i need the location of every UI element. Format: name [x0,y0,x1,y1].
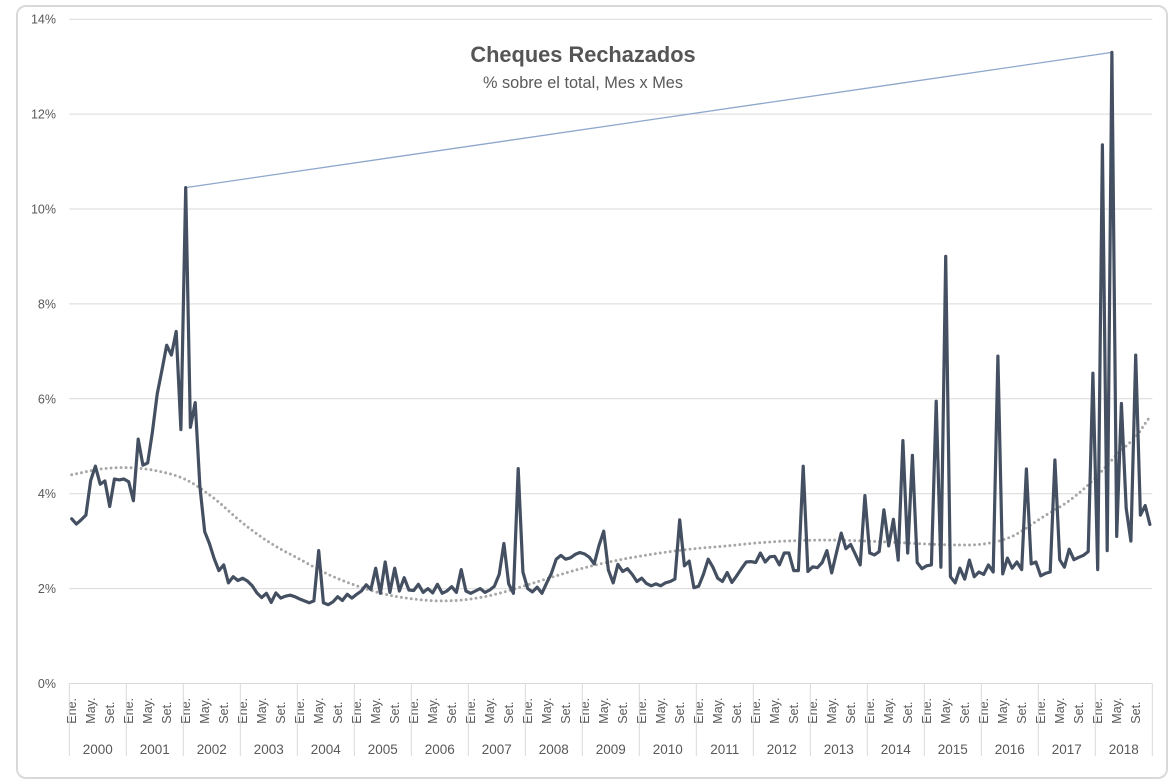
svg-text:2009: 2009 [596,742,626,757]
svg-text:Ene.: Ene. [407,698,421,724]
svg-text:May.: May. [426,698,440,724]
svg-text:May.: May. [369,698,383,724]
svg-text:Ene.: Ene. [350,698,364,724]
svg-text:Cheques Rechazados: Cheques Rechazados [470,42,695,67]
svg-text:2014: 2014 [881,742,912,757]
svg-text:2006: 2006 [425,742,455,757]
svg-text:Ene.: Ene. [122,698,136,724]
svg-text:% sobre el total, Mes x Mes: % sobre el total, Mes x Mes [483,74,683,92]
svg-text:Ene.: Ene. [863,698,877,724]
svg-text:Ene.: Ene. [293,698,307,724]
svg-text:Set.: Set. [1015,701,1029,723]
svg-text:2005: 2005 [368,742,398,757]
svg-text:May.: May. [1110,698,1124,724]
svg-text:Set.: Set. [787,701,801,723]
svg-text:May.: May. [654,698,668,724]
svg-text:May.: May. [996,698,1010,724]
svg-text:Ene.: Ene. [236,698,250,724]
svg-text:Set.: Set. [502,701,516,723]
svg-text:Ene.: Ene. [692,698,706,724]
svg-text:May.: May. [198,698,212,724]
svg-text:2013: 2013 [824,742,854,757]
svg-text:Set.: Set. [445,701,459,723]
svg-text:Ene.: Ene. [806,698,820,724]
svg-text:10%: 10% [31,203,56,217]
svg-text:2008: 2008 [539,742,569,757]
svg-text:2012: 2012 [767,742,797,757]
svg-text:Set.: Set. [388,701,402,723]
svg-text:2002: 2002 [197,742,227,757]
svg-text:May.: May. [768,698,782,724]
svg-text:Ene.: Ene. [521,698,535,724]
svg-text:Set.: Set. [103,701,117,723]
svg-text:May.: May. [1053,698,1067,724]
svg-text:May.: May. [882,698,896,724]
svg-text:Ene.: Ene. [1034,698,1048,724]
svg-text:6%: 6% [38,392,56,406]
svg-text:Set.: Set. [559,701,573,723]
svg-text:Set.: Set. [730,701,744,723]
svg-text:Ene.: Ene. [1091,698,1105,724]
svg-text:2018: 2018 [1109,742,1139,757]
svg-text:14%: 14% [31,13,56,27]
svg-text:Ene.: Ene. [65,698,79,724]
svg-text:Set.: Set. [331,701,345,723]
svg-text:May.: May. [255,698,269,724]
svg-text:2000: 2000 [83,742,113,757]
svg-text:0%: 0% [38,677,56,691]
svg-text:Set.: Set. [217,701,231,723]
svg-text:May.: May. [711,698,725,724]
svg-text:Ene.: Ene. [635,698,649,724]
svg-text:May.: May. [84,698,98,724]
svg-text:2007: 2007 [482,742,512,757]
svg-text:Ene.: Ene. [920,698,934,724]
svg-text:Ene.: Ene. [578,698,592,724]
svg-text:Set.: Set. [1072,701,1086,723]
svg-text:Ene.: Ene. [464,698,478,724]
svg-text:2010: 2010 [653,742,683,757]
svg-text:Set.: Set. [958,701,972,723]
svg-text:2015: 2015 [938,742,968,757]
svg-text:May.: May. [540,698,554,724]
svg-text:May.: May. [939,698,953,724]
svg-text:Ene.: Ene. [749,698,763,724]
svg-text:4%: 4% [38,487,56,501]
svg-text:May.: May. [597,698,611,724]
svg-text:2016: 2016 [995,742,1025,757]
svg-text:2017: 2017 [1052,742,1082,757]
svg-text:Set.: Set. [901,701,915,723]
svg-text:Ene.: Ene. [977,698,991,724]
svg-text:Set.: Set. [844,701,858,723]
svg-text:Set.: Set. [1129,701,1143,723]
svg-text:May.: May. [483,698,497,724]
svg-text:8%: 8% [38,297,56,311]
svg-text:Set.: Set. [160,701,174,723]
svg-text:2011: 2011 [710,742,739,757]
svg-text:Ene.: Ene. [179,698,193,724]
svg-text:2003: 2003 [254,742,284,757]
svg-text:Set.: Set. [274,701,288,723]
svg-text:12%: 12% [31,108,56,122]
svg-text:2001: 2001 [140,742,170,757]
svg-text:May.: May. [825,698,839,724]
svg-text:Set.: Set. [616,701,630,723]
svg-text:Set.: Set. [673,701,687,723]
svg-text:2004: 2004 [311,742,342,757]
svg-text:May.: May. [312,698,326,724]
svg-text:2%: 2% [38,582,56,596]
svg-text:May.: May. [141,698,155,724]
